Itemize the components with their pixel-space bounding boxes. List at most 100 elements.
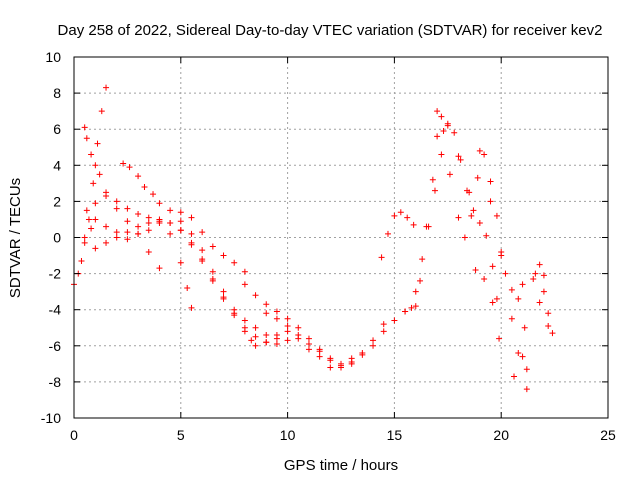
data-point <box>150 191 157 198</box>
data-point <box>199 247 206 254</box>
data-point <box>252 333 259 340</box>
data-point <box>145 248 152 255</box>
series-track-c <box>120 160 248 275</box>
data-point <box>440 128 447 135</box>
y-tick-label: 2 <box>53 193 61 209</box>
data-point <box>483 232 490 239</box>
data-point <box>444 120 451 127</box>
data-point <box>90 180 97 187</box>
data-point <box>103 223 110 230</box>
series-track-o <box>508 261 552 380</box>
data-point <box>489 299 496 306</box>
data-point <box>209 268 216 275</box>
data-point <box>397 209 404 216</box>
y-tick-label: 4 <box>53 157 61 173</box>
data-point <box>113 205 120 212</box>
y-tick-label: -6 <box>49 338 62 354</box>
data-point <box>124 205 131 212</box>
data-point <box>515 295 522 302</box>
data-point <box>429 176 436 183</box>
data-point <box>417 277 424 284</box>
data-point <box>92 200 99 207</box>
data-points <box>71 84 556 393</box>
data-point <box>434 133 441 140</box>
data-point <box>92 162 99 169</box>
data-point <box>88 225 95 232</box>
data-point <box>295 324 302 331</box>
data-point <box>273 331 280 338</box>
series-track-j <box>378 209 417 261</box>
data-point <box>481 151 488 158</box>
series-track-f <box>92 218 195 311</box>
data-point <box>98 108 105 115</box>
data-point <box>145 220 152 227</box>
data-point <box>380 321 387 328</box>
y-tick-label: 0 <box>53 230 61 246</box>
data-point <box>94 140 101 147</box>
data-point <box>493 212 500 219</box>
data-point <box>83 207 90 214</box>
data-point <box>545 322 552 329</box>
data-point <box>167 230 174 237</box>
series-track-k <box>402 122 500 315</box>
data-point <box>316 353 323 360</box>
y-tick-label: -2 <box>49 266 62 282</box>
data-point <box>263 310 270 317</box>
data-point <box>412 303 419 310</box>
data-point <box>188 230 195 237</box>
axis-ticks: 0 5 10 15 20 25 -10 -8 -6 -4 -2 0 2 4 6 8 10 <box>41 49 616 443</box>
data-point <box>92 216 99 223</box>
data-point <box>457 156 464 163</box>
x-tick-label: 20 <box>493 427 509 443</box>
data-point <box>284 328 291 335</box>
data-point <box>468 212 475 219</box>
data-point <box>530 276 537 283</box>
data-point <box>145 214 152 221</box>
data-point <box>177 227 184 234</box>
data-point <box>461 234 468 241</box>
data-point <box>470 207 477 214</box>
data-point <box>241 281 248 288</box>
data-point <box>476 220 483 227</box>
data-point <box>252 292 259 299</box>
data-point <box>532 270 539 277</box>
data-point <box>384 230 391 237</box>
data-point <box>113 198 120 205</box>
data-point <box>220 295 227 302</box>
series-track-m <box>434 108 505 259</box>
data-point <box>423 223 430 230</box>
data-point <box>273 308 280 315</box>
data-point <box>391 212 398 219</box>
data-point <box>316 346 323 353</box>
x-tick-label: 10 <box>280 427 296 443</box>
data-point <box>549 330 556 337</box>
data-point <box>188 304 195 311</box>
data-point <box>412 288 419 295</box>
data-point <box>489 263 496 270</box>
y-tick-label: -10 <box>41 410 61 426</box>
data-point <box>284 337 291 344</box>
data-point <box>231 310 238 317</box>
data-point <box>402 308 409 315</box>
data-point <box>451 129 458 136</box>
y-tick-label: -8 <box>49 374 62 390</box>
data-point <box>88 151 95 158</box>
data-point <box>177 209 184 216</box>
series-track-i <box>263 310 387 371</box>
x-tick-label: 0 <box>70 427 78 443</box>
data-point <box>519 353 526 360</box>
data-point <box>220 252 227 259</box>
data-point <box>135 211 142 218</box>
data-point <box>81 234 88 241</box>
data-point <box>263 331 270 338</box>
data-point <box>540 272 547 279</box>
data-point <box>231 259 238 266</box>
data-point <box>199 257 206 264</box>
data-point <box>220 288 227 295</box>
series-track-a <box>71 84 110 288</box>
y-tick-label: -4 <box>49 302 62 318</box>
series-track-b <box>81 124 163 272</box>
data-point <box>370 337 377 344</box>
data-point <box>523 386 530 393</box>
data-point <box>446 171 453 178</box>
